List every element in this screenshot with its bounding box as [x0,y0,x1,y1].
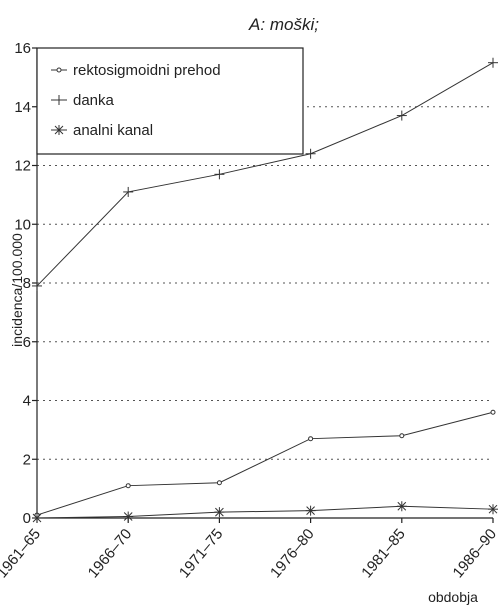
x-axis-label: obdobja [428,589,478,605]
y-tick-label: 6 [23,334,31,351]
data-point [123,186,134,197]
asterisk-marker-d2 [397,501,407,511]
y-tick-label: 14 [14,99,31,116]
series-line [36,505,494,519]
data-point [488,504,498,515]
y-axis-label: incidenca/100.000 [9,233,25,347]
x-tick-labels: 1961–65 1966–70 1971–75 1976–80 1981–85 1986–… [0,526,499,582]
series-2 [32,501,498,523]
series-1 [32,57,498,291]
data-point [490,409,496,415]
circle-marker [56,67,62,73]
x-tick-label: 1971–75 [176,526,227,582]
y-tick-label: 8 [23,275,31,292]
chart-title: A: moški; [248,15,319,34]
data-point [214,169,225,180]
x-tick-label: 1981–85 [358,526,409,582]
data-point [216,480,222,486]
data-point [56,67,62,73]
data-point [396,110,407,121]
y-tick-label: 4 [23,393,31,410]
asterisk-marker-d2 [54,125,64,135]
legend-box [36,47,304,155]
asterisk-marker-d2 [488,504,498,514]
circle-marker [125,483,131,489]
series-line [36,411,494,516]
data-point [396,501,407,512]
legend-label: rektosigmoidni prehod [73,62,221,79]
x-tick-label: 1961–65 [0,526,44,582]
x-tick-label: 1966–70 [85,526,136,582]
legend-label: danka [73,92,115,109]
gridlines [37,106,493,460]
data-point [308,436,314,442]
y-tick-label: 2 [23,451,31,468]
legend-label: analni kanal [73,122,153,139]
series-0 [34,409,496,518]
data-point [32,513,42,523]
circle-marker [399,433,405,439]
asterisk-marker-d2 [123,512,133,521]
legend: rektosigmoidni prehod danka analni kanal [36,47,304,155]
data-point [54,125,64,135]
circle-marker [216,480,222,486]
y-tick-label: 10 [14,216,31,233]
data-point [32,280,42,291]
data-point [123,511,134,522]
data-point [54,95,64,105]
x-tick-label: 1976–80 [267,526,318,582]
data-point [125,483,131,489]
circle-marker [490,409,496,415]
x-tick-label: 1986–90 [449,526,499,582]
asterisk-marker-d2 [306,506,315,516]
y-tick-label: 16 [14,40,31,57]
y-tick-label: 0 [23,510,31,527]
data-point [305,505,316,516]
data-point [399,433,405,439]
y-tick-label: 12 [14,158,31,175]
data-point [305,148,316,159]
data-point [488,57,498,68]
series-line [36,62,494,287]
data-point [214,507,225,518]
series-lines [32,57,498,523]
asterisk-marker-d2 [215,507,224,517]
y-tick-labels: 0 2 4 6 8 10 12 14 16 [14,40,31,527]
asterisk-marker-d2 [32,513,42,523]
circle-marker [308,436,314,442]
